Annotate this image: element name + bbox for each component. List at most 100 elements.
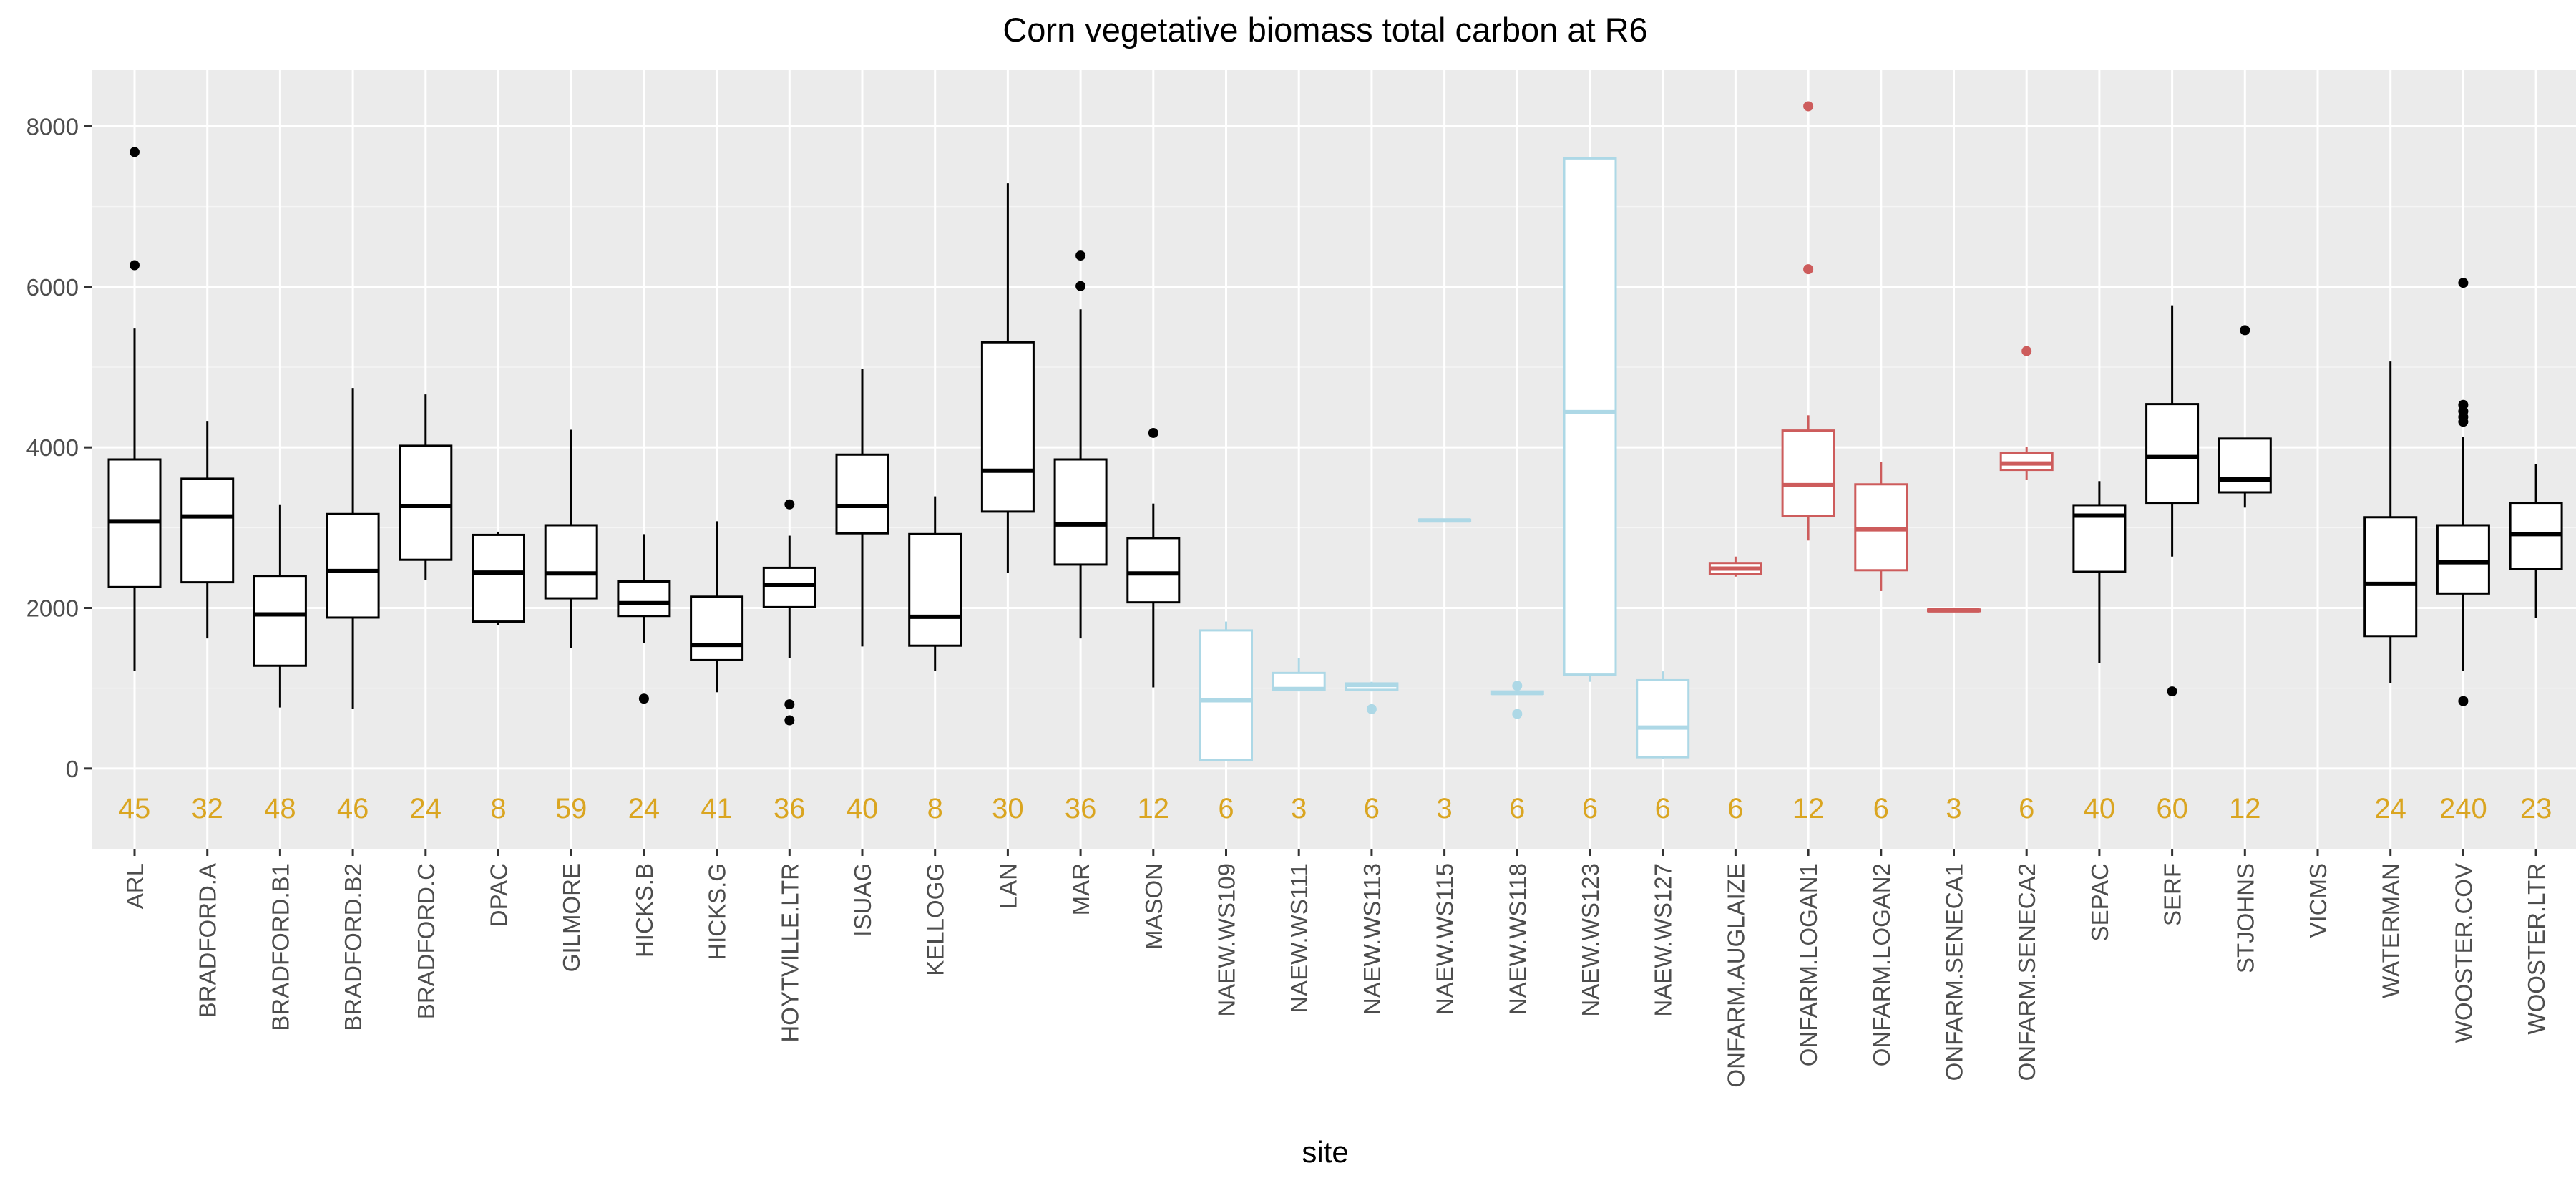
y-tick-label: 4000	[26, 434, 79, 461]
box-onfarm-logan1: 12	[1781, 101, 1835, 824]
iqr-box	[2436, 524, 2490, 595]
x-tick-label: KELLOGG	[922, 863, 949, 976]
boxes: 45 32 48 46 24 8 59 24 41 36 40 8 30 36 12 6 3 6 3 6 6 6 6 12 6 3…	[107, 101, 2563, 824]
count-label: 240	[2439, 793, 2487, 824]
x-tick-label: NAEW.WS109	[1214, 863, 1240, 1017]
outlier-point	[1148, 427, 1158, 438]
y-tick-label: 6000	[26, 274, 79, 301]
box-sepac: 40	[2072, 481, 2127, 824]
count-label: 48	[264, 793, 296, 824]
y-tick-label: 2000	[26, 595, 79, 622]
count-label: 6	[1727, 793, 1743, 824]
count-label: 12	[1792, 793, 1825, 824]
outlier-point	[638, 693, 649, 704]
count-label: 6	[1364, 793, 1380, 824]
box-mason: 12	[1126, 427, 1181, 824]
outlier-point	[1366, 704, 1377, 714]
x-tick-label: NAEW.WS118	[1504, 863, 1531, 1015]
iqr-box	[2145, 403, 2200, 505]
iqr-box	[1199, 629, 1253, 761]
box-hoytville-ltr: 36	[762, 499, 816, 824]
x-tick-label: ARL	[122, 863, 148, 909]
x-tick-label: ISUAG	[849, 863, 876, 937]
x-tick-label: ONFARM.SENECA2	[2014, 863, 2040, 1081]
outlier-point	[1075, 281, 1086, 291]
iqr-box	[617, 580, 671, 618]
box-isuag: 40	[835, 369, 889, 824]
x-tick-label: NAEW.WS127	[1650, 863, 1677, 1017]
count-label: 12	[1138, 793, 1170, 824]
count-label: 12	[2229, 793, 2261, 824]
x-tick-label: ONFARM.LOGAN2	[1868, 863, 1895, 1066]
x-tick-label: BRADFORD.B2	[340, 863, 366, 1031]
box-bradford-b1: 48	[253, 504, 307, 824]
box-naew-ws123: 6	[1563, 157, 1617, 824]
count-label: 6	[1873, 793, 1889, 824]
count-label: 46	[337, 793, 369, 824]
iqr-box	[472, 533, 525, 623]
count-label: 36	[774, 793, 806, 824]
box-naew-ws115: 3	[1418, 518, 1472, 824]
count-label: 6	[1509, 793, 1525, 824]
x-tick-label: ONFARM.LOGAN1	[1795, 863, 1822, 1066]
box-wooster-ltr: 23	[2509, 464, 2563, 824]
x-tick-label: HICKS.G	[704, 863, 731, 960]
count-label: 23	[2520, 793, 2552, 824]
x-tick-label: HOYTVILLE.LTR	[776, 863, 803, 1043]
x-tick-label: MASON	[1141, 863, 1167, 950]
box-onfarm-logan2: 6	[1854, 462, 1908, 824]
x-tick-label: HICKS.B	[631, 863, 658, 958]
box-naew-ws118: 6	[1490, 681, 1544, 824]
box-hicks-b: 24	[617, 534, 671, 824]
box-dpac: 8	[472, 531, 525, 824]
box-onfarm-seneca1: 3	[1927, 608, 1981, 824]
x-axis: ARL BRADFORD.A BRADFORD.B1 BRADFORD.B2 BRADF…	[122, 849, 2550, 1088]
iqr-box	[980, 341, 1035, 513]
box-waterman: 24	[2363, 361, 2418, 824]
plot-panel	[92, 70, 2576, 849]
outlier-point	[2458, 696, 2469, 706]
count-label: 60	[2156, 793, 2188, 824]
box-hicks-g: 41	[690, 521, 744, 824]
x-tick-label: NAEW.WS123	[1577, 863, 1604, 1017]
iqr-box	[2363, 516, 2418, 638]
iqr-box	[1126, 537, 1181, 604]
x-tick-label: WOOSTER.COV	[2450, 863, 2477, 1043]
outlier-point	[2167, 686, 2177, 697]
iqr-box	[1636, 678, 1690, 759]
box-naew-ws113: 6	[1345, 681, 1399, 824]
count-label: 41	[701, 793, 733, 824]
count-label: 59	[555, 793, 587, 824]
count-label: 6	[1218, 793, 1234, 824]
count-label: 24	[410, 793, 442, 824]
box-bradford-c: 24	[399, 394, 453, 824]
outlier-point	[2021, 346, 2032, 356]
x-tick-label: NAEW.WS113	[1359, 863, 1385, 1015]
x-axis-title: site	[1302, 1135, 1348, 1169]
iqr-box	[1781, 429, 1835, 517]
outlier-point	[1075, 250, 1086, 261]
x-tick-label: ONFARM.SENECA1	[1941, 863, 1968, 1081]
y-axis: 0 2000 4000 6000 8000	[26, 114, 92, 782]
iqr-box	[690, 595, 744, 661]
outlier-point	[130, 260, 140, 271]
outlier-point	[784, 699, 795, 710]
iqr-box	[762, 566, 816, 608]
iqr-box	[2218, 437, 2272, 494]
x-tick-label: GILMORE	[558, 863, 585, 972]
outlier-point	[2458, 399, 2469, 410]
count-label: 6	[2019, 793, 2034, 824]
count-label: 24	[628, 793, 660, 824]
box-stjohns: 12	[2218, 325, 2272, 824]
x-tick-label: WATERMAN	[2378, 863, 2404, 998]
count-label: 40	[847, 793, 879, 824]
count-label: 40	[2084, 793, 2116, 824]
x-tick-label: SERF	[2160, 863, 2186, 926]
y-tick-label: 0	[66, 756, 79, 782]
iqr-box	[180, 477, 235, 584]
x-tick-label: BRADFORD.B1	[267, 863, 293, 1031]
x-tick-label: ONFARM.AUGLAIZE	[1722, 863, 1749, 1088]
box-gilmore: 59	[544, 429, 598, 824]
count-label: 6	[1655, 793, 1671, 824]
